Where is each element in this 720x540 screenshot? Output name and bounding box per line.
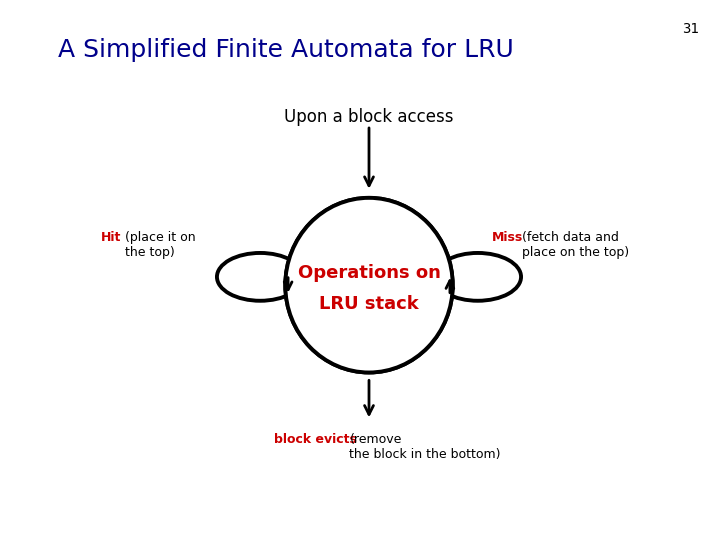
Text: Miss: Miss [492,231,523,244]
Text: Operations on: Operations on [297,264,441,282]
Text: (fetch data and
place on the top): (fetch data and place on the top) [523,231,629,259]
Ellipse shape [285,198,453,373]
Text: (place it on
the top): (place it on the top) [125,231,195,259]
Text: (remove
the block in the bottom): (remove the block in the bottom) [349,433,501,461]
Text: LRU stack: LRU stack [319,295,419,313]
Text: 31: 31 [682,22,698,36]
Text: block evicts: block evicts [274,433,357,446]
Text: Upon a block access: Upon a block access [284,109,454,126]
Text: Hit: Hit [101,231,122,244]
Text: A Simplified Finite Automata for LRU: A Simplified Finite Automata for LRU [58,38,513,62]
